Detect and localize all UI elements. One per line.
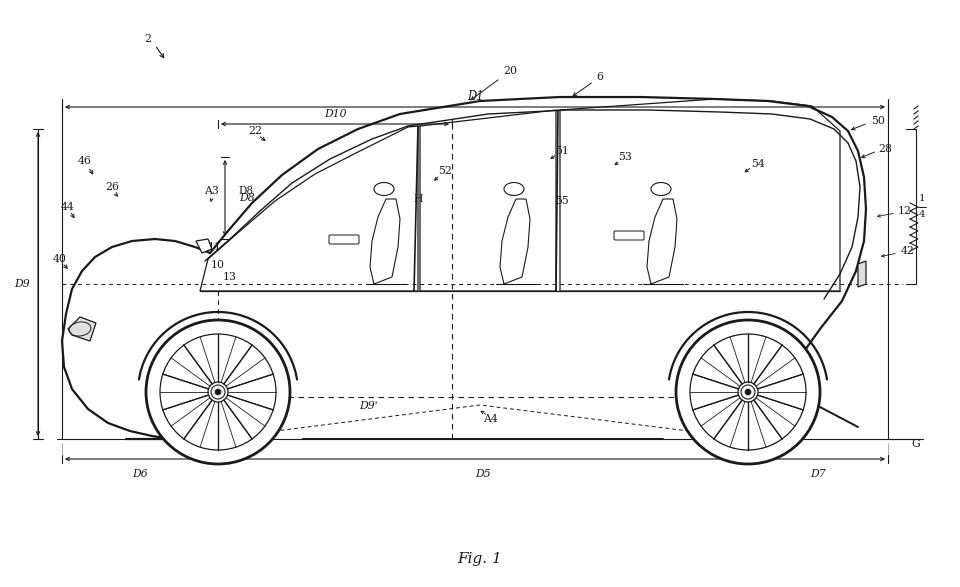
Text: 50: 50: [871, 116, 885, 126]
Text: D7: D7: [810, 469, 826, 479]
Circle shape: [147, 321, 289, 463]
Polygon shape: [196, 239, 212, 253]
Text: 55: 55: [555, 196, 569, 206]
Text: D8: D8: [238, 186, 253, 196]
Text: 28: 28: [878, 144, 892, 154]
Text: 46: 46: [78, 156, 92, 166]
Text: X2: X2: [773, 446, 787, 456]
Text: 13: 13: [223, 272, 237, 282]
Text: 11: 11: [208, 242, 222, 252]
Text: A2: A2: [795, 362, 809, 372]
Circle shape: [211, 385, 225, 399]
Text: H: H: [413, 194, 422, 204]
Text: A3: A3: [204, 186, 220, 196]
Text: 20: 20: [471, 66, 517, 100]
Text: 14: 14: [703, 418, 717, 428]
Circle shape: [677, 321, 819, 463]
Polygon shape: [68, 317, 96, 341]
Text: D9': D9': [359, 401, 377, 411]
Text: A1: A1: [155, 362, 169, 372]
Text: 26: 26: [105, 182, 119, 192]
Text: 52: 52: [438, 166, 452, 176]
Text: 42: 42: [901, 246, 915, 256]
Text: 12: 12: [898, 206, 912, 216]
Text: 40: 40: [53, 254, 67, 264]
Text: 10: 10: [211, 260, 225, 270]
Polygon shape: [858, 261, 866, 287]
Text: 2: 2: [145, 34, 152, 44]
Text: 51: 51: [555, 146, 569, 156]
Text: 8: 8: [238, 412, 246, 422]
Text: 22: 22: [248, 126, 262, 136]
Circle shape: [215, 389, 221, 395]
Text: 6: 6: [573, 72, 604, 96]
Text: D1: D1: [467, 90, 483, 103]
Text: 4: 4: [919, 210, 925, 219]
Text: 53: 53: [618, 152, 632, 162]
Circle shape: [745, 389, 751, 395]
Text: D8: D8: [239, 193, 254, 203]
Text: D6: D6: [132, 469, 148, 479]
Text: Fig. 1: Fig. 1: [458, 552, 502, 566]
Text: 44: 44: [61, 202, 75, 212]
Circle shape: [741, 385, 755, 399]
Text: D5: D5: [475, 469, 491, 479]
Text: 1: 1: [919, 194, 925, 203]
Text: 30: 30: [678, 408, 692, 418]
Text: G: G: [912, 439, 921, 449]
Text: X1: X1: [241, 446, 255, 456]
Text: 54: 54: [751, 159, 765, 169]
Text: D10: D10: [324, 109, 347, 119]
Text: 4: 4: [272, 420, 278, 430]
Text: A4: A4: [483, 414, 497, 424]
Text: D9: D9: [14, 279, 30, 289]
